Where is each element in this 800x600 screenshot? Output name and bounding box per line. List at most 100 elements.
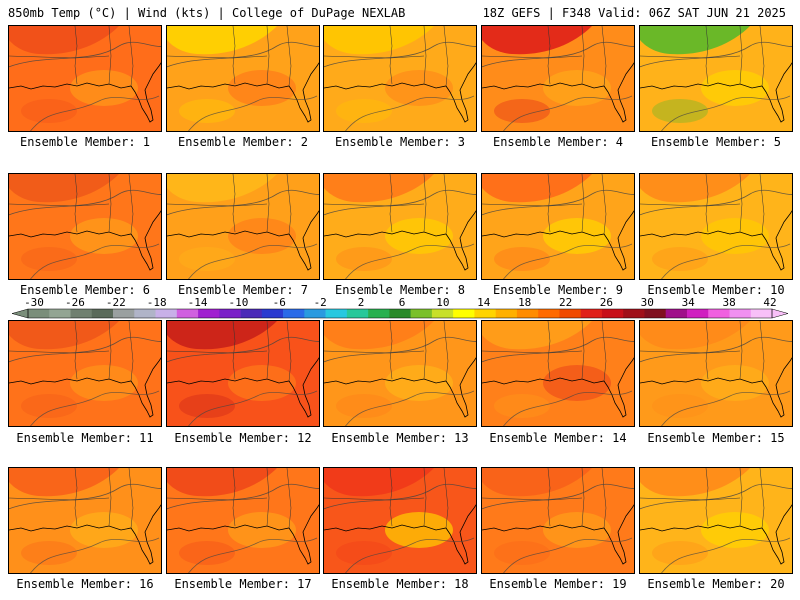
colorbar-swatch [516, 309, 539, 318]
colorbar-tick-label: 10 [436, 296, 449, 309]
colorbar-swatch [28, 309, 50, 318]
colorbar-swatch [474, 309, 496, 318]
ensemble-member-label: Ensemble Member: 8 [334, 283, 466, 297]
colorbar-swatch [495, 309, 518, 318]
colorbar-swatch [665, 309, 688, 318]
ensemble-member-label: Ensemble Member: 15 [647, 431, 785, 445]
colorbar-tick-label: -30 [24, 296, 44, 309]
ensemble-member-map [8, 320, 162, 427]
temperature-colorbar: -30 -26 -22 -18 -14 -10 -6 -2 2 6 10 14 18 22 26 30 34 38… [11, 296, 789, 319]
ensemble-member-label: Ensemble Member: 17 [174, 577, 312, 591]
ensemble-member-label: Ensemble Member: 13 [331, 431, 469, 445]
ensemble-member-map [8, 467, 162, 574]
ensemble-member-label: Ensemble Member: 9 [492, 283, 624, 297]
colorbar-swatch [368, 309, 390, 318]
colorbar-tick-label: -2 [314, 296, 327, 309]
run-valid-time: 18Z GEFS | F348 Valid: 06Z SAT JUN 21 20… [482, 6, 786, 20]
ensemble-member-map [323, 25, 477, 132]
colorbar-tick-label: -26 [65, 296, 85, 309]
colorbar-swatch [750, 309, 773, 318]
ensemble-member-label: Ensemble Member: 7 [177, 283, 309, 297]
ensemble-member-map [481, 467, 635, 574]
colorbar-swatch [49, 309, 71, 318]
colorbar-tick-label: 6 [399, 296, 406, 309]
colorbar-swatch [623, 309, 645, 318]
ensemble-member-map [639, 173, 793, 280]
colorbar-tick-label: 42 [763, 296, 776, 309]
colorbar-tick-label: 14 [477, 296, 491, 309]
colorbar-tick-label: -14 [188, 296, 208, 309]
colorbar-swatch [240, 309, 263, 318]
ensemble-member-label: Ensemble Member: 6 [19, 283, 151, 297]
ensemble-member-label: Ensemble Member: 19 [489, 577, 627, 591]
colorbar-tick-label: 30 [641, 296, 654, 309]
colorbar-tick-label: 38 [722, 296, 735, 309]
ensemble-member-map [639, 467, 793, 574]
colorbar-outline [27, 308, 773, 319]
colorbar-swatch [729, 309, 752, 318]
colorbar-swatch [389, 309, 411, 318]
colorbar-tick-label: 34 [682, 296, 696, 309]
ensemble-member-label: Ensemble Member: 11 [16, 431, 154, 445]
ensemble-member-map [8, 173, 162, 280]
colorbar-tick-label: -10 [228, 296, 248, 309]
colorbar-swatch [346, 309, 369, 318]
colorbar-tick-label: 2 [358, 296, 365, 309]
colorbar-swatch [219, 309, 241, 318]
ensemble-member-map [481, 173, 635, 280]
ensemble-member-map [8, 25, 162, 132]
colorbar-swatch [70, 309, 93, 318]
colorbar-swatch [708, 309, 730, 318]
ensemble-member-label: Ensemble Member: 1 [19, 135, 151, 149]
ensemble-member-map [323, 467, 477, 574]
ensemble-member-label: Ensemble Member: 14 [489, 431, 627, 445]
ensemble-member-label: Ensemble Member: 16 [16, 577, 154, 591]
ensemble-member-map [166, 320, 320, 427]
colorbar-tick-label: 22 [559, 296, 572, 309]
colorbar-swatch [176, 309, 199, 318]
ensemble-member-label: Ensemble Member: 10 [647, 283, 785, 297]
ensemble-member-map [639, 25, 793, 132]
colorbar-swatch [453, 309, 475, 318]
colorbar-swatch [538, 309, 560, 318]
colorbar-swatch [410, 309, 433, 318]
ensemble-member-label: Ensemble Member: 12 [174, 431, 312, 445]
colorbar-swatch [91, 309, 114, 318]
ensemble-member-label: Ensemble Member: 4 [492, 135, 624, 149]
map-title: 850mb Temp (°C) | Wind (kts) | College o… [8, 6, 406, 20]
colorbar-swatch [283, 309, 305, 318]
colorbar-swatch [601, 309, 624, 318]
colorbar-tick-label: -22 [106, 296, 126, 309]
colorbar-swatch [325, 309, 348, 318]
colorbar-swatch [580, 309, 603, 318]
colorbar-tick-label: 18 [518, 296, 531, 309]
colorbar-tick-label: 26 [600, 296, 613, 309]
colorbar-swatch [431, 309, 454, 318]
colorbar-left-arrow [11, 308, 29, 319]
ensemble-member-label: Ensemble Member: 18 [331, 577, 469, 591]
ensemble-member-map [323, 173, 477, 280]
ensemble-member-map [166, 25, 320, 132]
colorbar-swatch [134, 309, 156, 318]
colorbar-swatch [559, 309, 581, 318]
ensemble-member-map [166, 467, 320, 574]
ensemble-member-map [639, 320, 793, 427]
colorbar-swatch [304, 309, 326, 318]
colorbar-swatch [644, 309, 667, 318]
colorbar-tick-label: -6 [273, 296, 286, 309]
ensemble-member-map [323, 320, 477, 427]
colorbar-swatch [155, 309, 178, 318]
colorbar-right-arrow [771, 308, 789, 319]
colorbar-tick-label: -18 [147, 296, 167, 309]
colorbar-swatch [113, 309, 135, 318]
ensemble-member-map [481, 320, 635, 427]
ensemble-member-label: Ensemble Member: 2 [177, 135, 309, 149]
colorbar-swatch [198, 309, 220, 318]
colorbar-swatch [686, 309, 709, 318]
ensemble-member-label: Ensemble Member: 3 [334, 135, 466, 149]
ensemble-member-label: Ensemble Member: 5 [650, 135, 782, 149]
ensemble-member-label: Ensemble Member: 20 [647, 577, 785, 591]
ensemble-member-map [166, 173, 320, 280]
colorbar-swatch [261, 309, 284, 318]
ensemble-member-map [481, 25, 635, 132]
